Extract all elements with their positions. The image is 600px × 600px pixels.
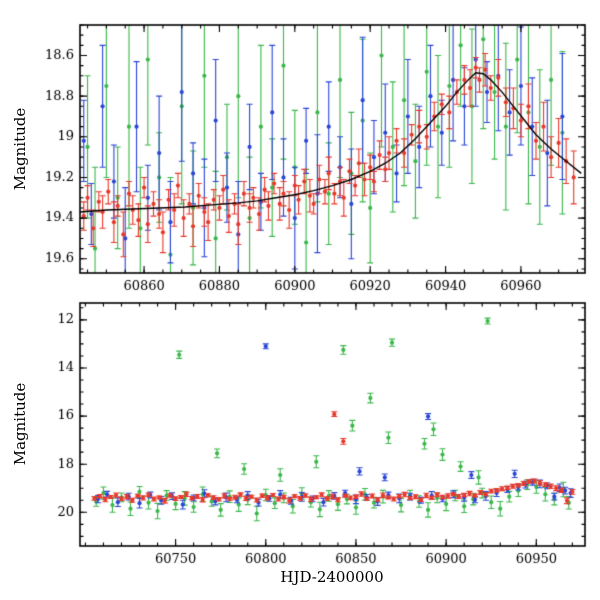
x-axis-label: HJD-2400000 [280,568,384,586]
bottom-panel-y-axis-label: Magnitude [11,382,29,466]
top-panel-y-axis-label: Magnitude [11,107,29,191]
